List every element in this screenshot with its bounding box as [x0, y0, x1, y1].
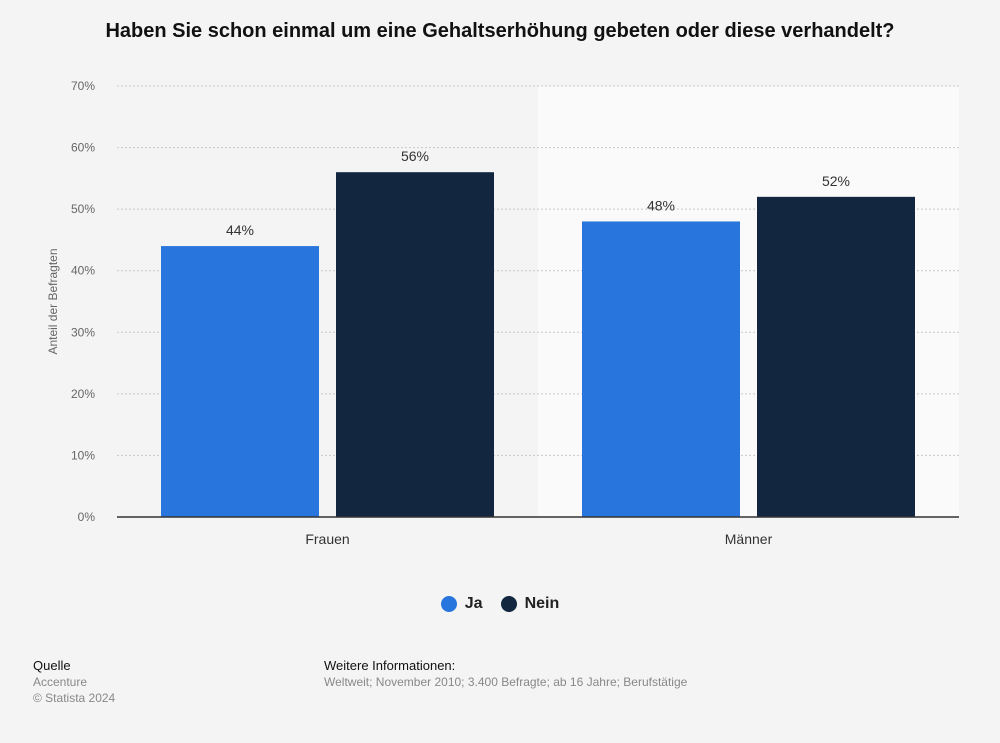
- y-tick-label: 20%: [71, 387, 95, 401]
- y-tick-label: 50%: [71, 202, 95, 216]
- legend-marker-ja: [440, 596, 457, 612]
- bar-ja-1[interactable]: [582, 221, 740, 517]
- data-label: 48%: [647, 197, 675, 213]
- bar-chart: 0% 10% 20% 30% 40% 50% 60% 70% Anteil der Befrag…: [46, 79, 959, 547]
- y-tick-label: 70%: [71, 79, 95, 93]
- legend: Ja Nein: [0, 595, 1000, 613]
- data-label: 52%: [822, 173, 850, 189]
- bar-nein-0[interactable]: [336, 172, 494, 517]
- info-text: Weltweit; November 2010; 3.400 Befragte;…: [324, 675, 688, 689]
- y-tick-label: 40%: [71, 264, 95, 278]
- x-tick-label: Männer: [725, 531, 773, 547]
- data-label: 56%: [401, 148, 429, 164]
- source-block: Quelle Accenture © Statista 2024: [33, 658, 115, 706]
- y-tick-label: 10%: [71, 448, 95, 462]
- legend-item-nein[interactable]: Nein: [500, 595, 560, 613]
- info-heading: Weitere Informationen:: [324, 658, 456, 673]
- legend-marker-nein: [500, 596, 517, 612]
- source-name[interactable]: Accenture: [33, 675, 88, 689]
- chart-title: Haben Sie schon einmal um eine Gehaltser…: [105, 20, 895, 42]
- bar-nein-1[interactable]: [757, 196, 915, 518]
- x-tick-label: Frauen: [305, 531, 349, 547]
- y-tick-label: 30%: [71, 325, 95, 339]
- legend-item-ja[interactable]: Ja: [440, 595, 483, 613]
- legend-label-nein: Nein: [524, 595, 560, 612]
- source-heading: Quelle: [33, 658, 71, 673]
- legend-label-ja: Ja: [464, 595, 483, 612]
- data-label: 44%: [226, 222, 254, 238]
- y-tick-label: 60%: [71, 141, 95, 155]
- info-block: Weitere Informationen: Weltweit; Novembe…: [324, 658, 687, 690]
- y-tick-label: 0%: [78, 510, 96, 524]
- y-axis-label: Anteil der Befragten: [46, 248, 60, 354]
- bar-ja-0[interactable]: [161, 246, 319, 518]
- copyright: © Statista 2024: [33, 691, 116, 705]
